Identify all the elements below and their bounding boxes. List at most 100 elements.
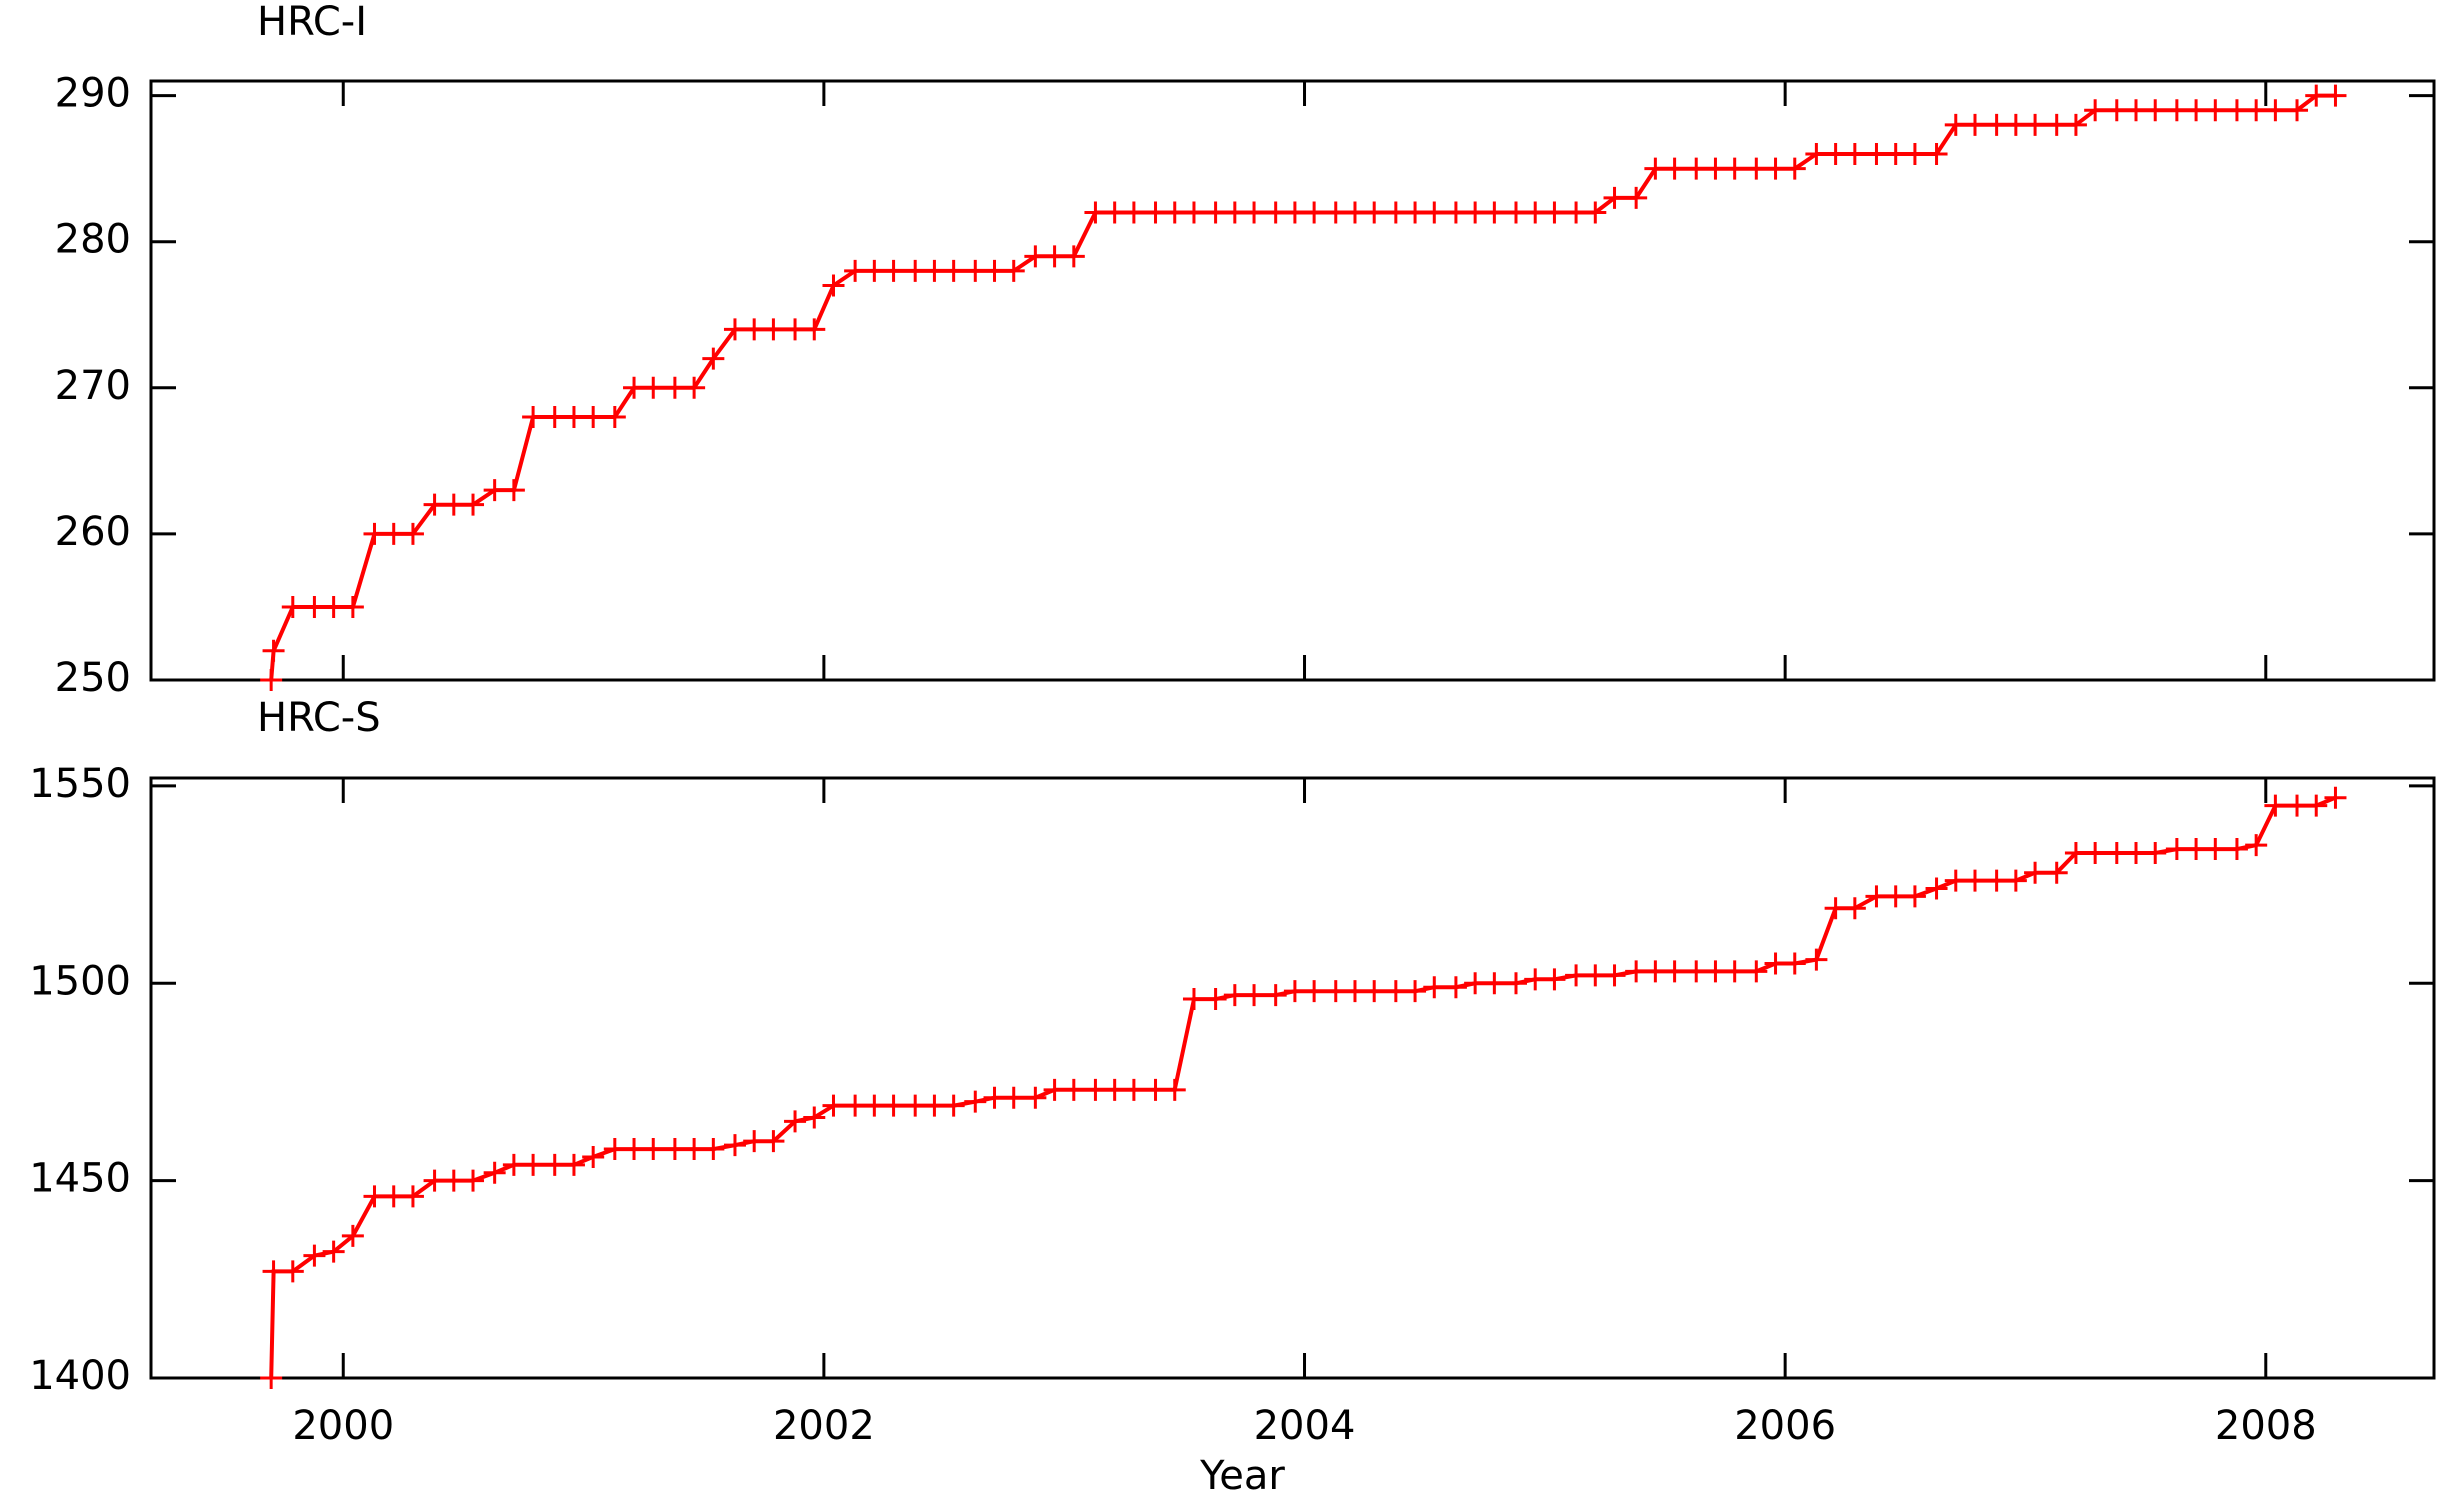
- marker: [401, 1185, 424, 1208]
- marker: [1985, 113, 2008, 136]
- marker: [2225, 99, 2248, 122]
- marker: [1423, 201, 1446, 224]
- marker: [983, 1086, 1006, 1109]
- marker: [1843, 143, 1866, 166]
- marker: [1223, 201, 1246, 224]
- x-tick-label: 2002: [773, 1403, 875, 1449]
- marker: [762, 1130, 785, 1153]
- marker: [562, 406, 585, 429]
- marker: [1103, 201, 1126, 224]
- marker: [1824, 897, 1847, 920]
- marker: [1444, 201, 1467, 224]
- marker: [1925, 143, 1948, 166]
- marker: [1024, 1086, 1047, 1109]
- marker: [1603, 964, 1626, 987]
- marker: [2024, 861, 2047, 884]
- marker: [1504, 972, 1527, 995]
- marker: [1944, 113, 1967, 136]
- marker: [784, 318, 807, 341]
- marker: [2324, 84, 2347, 107]
- panel-title: HRC-I: [257, 0, 367, 45]
- marker: [623, 1138, 646, 1161]
- marker: [1343, 980, 1366, 1003]
- marker: [1002, 259, 1025, 282]
- y-tick-label: 260: [55, 509, 131, 555]
- marker: [882, 259, 905, 282]
- marker: [2064, 842, 2087, 864]
- marker: [303, 1244, 326, 1267]
- marker: [2286, 99, 2309, 122]
- marker: [442, 493, 465, 516]
- y-tick-label: 1450: [29, 1156, 131, 1202]
- marker: [1565, 201, 1588, 224]
- marker: [1062, 1078, 1085, 1101]
- marker: [1723, 960, 1746, 983]
- marker: [1625, 186, 1648, 209]
- marker: [942, 259, 965, 282]
- marker: [743, 1130, 766, 1153]
- marker: [623, 376, 646, 399]
- marker: [2004, 113, 2027, 136]
- marker: [2045, 861, 2068, 884]
- marker: [1363, 201, 1386, 224]
- marker: [582, 1145, 605, 1168]
- marker: [1824, 143, 1847, 166]
- marker: [363, 1185, 386, 1208]
- marker: [964, 259, 987, 282]
- marker: [1644, 157, 1667, 180]
- marker: [1163, 1078, 1186, 1101]
- marker: [1584, 964, 1607, 987]
- marker: [2105, 842, 2128, 864]
- marker: [1243, 201, 1266, 224]
- marker: [1685, 157, 1708, 180]
- marker: [543, 406, 566, 429]
- marker: [1805, 143, 1828, 166]
- marker: [1745, 157, 1768, 180]
- marker: [2324, 786, 2347, 809]
- data-line: [269, 795, 2337, 1379]
- marker: [562, 1153, 585, 1176]
- marker: [762, 318, 785, 341]
- marker: [363, 522, 386, 545]
- panel-title: HRC-S: [257, 695, 381, 741]
- marker: [1663, 157, 1686, 180]
- marker: [1182, 201, 1205, 224]
- marker: [262, 639, 285, 662]
- marker: [1062, 245, 1085, 268]
- marker: [1283, 201, 1306, 224]
- marker: [803, 318, 826, 341]
- marker: [2084, 99, 2107, 122]
- marker: [2004, 869, 2027, 892]
- marker: [1483, 201, 1506, 224]
- marker: [702, 347, 725, 370]
- marker: [1964, 869, 1986, 892]
- marker: [1783, 157, 1806, 180]
- marker: [2185, 99, 2208, 122]
- marker: [341, 595, 364, 618]
- marker: [702, 1138, 725, 1161]
- y-tick-label: 1400: [29, 1353, 131, 1399]
- marker: [1264, 984, 1287, 1007]
- marker: [784, 1110, 807, 1133]
- marker: [1865, 143, 1888, 166]
- marker: [1704, 960, 1727, 983]
- marker: [1122, 201, 1145, 224]
- marker: [2105, 99, 2128, 122]
- marker: [2204, 99, 2227, 122]
- marker: [1884, 143, 1907, 166]
- marker: [1084, 201, 1107, 224]
- marker: [262, 1260, 285, 1283]
- x-axis-label: Year: [1199, 1453, 1285, 1498]
- marker: [822, 1094, 845, 1117]
- marker: [1543, 201, 1566, 224]
- marker: [2165, 99, 2188, 122]
- marker: [1865, 885, 1888, 908]
- marker: [1144, 1078, 1167, 1101]
- marker: [642, 1138, 665, 1161]
- marker: [522, 1153, 545, 1176]
- marker: [322, 1240, 345, 1263]
- y-tick-label: 290: [55, 71, 131, 117]
- data-line: [269, 93, 2336, 681]
- marker: [1464, 972, 1487, 995]
